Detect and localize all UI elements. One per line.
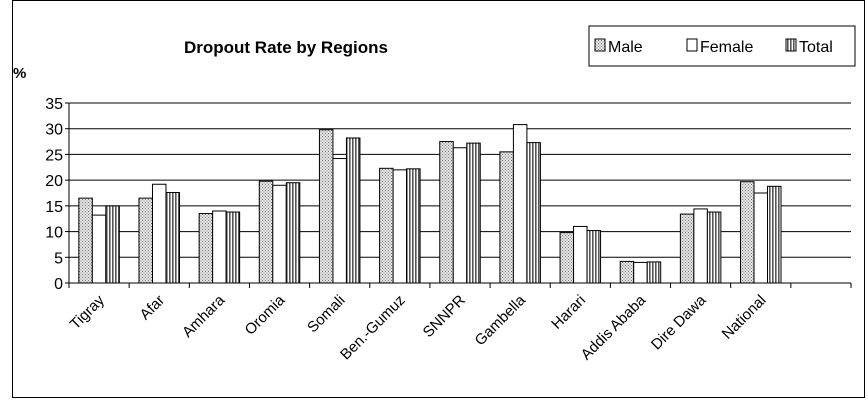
bar-male — [499, 151, 514, 284]
x-tick-label: Ben.-Gumuz — [337, 292, 409, 364]
bar-female — [272, 184, 287, 284]
x-tick-label: Addis Ababa — [578, 291, 650, 363]
bar-total — [526, 142, 541, 284]
y-tick-label: 25 — [45, 147, 63, 164]
x-tick-label: Harari — [548, 292, 589, 333]
legend-swatch-total — [785, 38, 797, 52]
x-tick-label: Amhara — [179, 291, 229, 341]
x-tick-label: Gambella — [472, 291, 530, 349]
legend-label-female: Female — [700, 39, 753, 56]
bar-male — [258, 180, 274, 284]
bar-female — [693, 208, 708, 284]
x-tick-label: Oromia — [242, 291, 289, 338]
bar-male — [439, 141, 454, 284]
bar-male — [559, 232, 575, 284]
bar-female — [753, 192, 769, 284]
x-tick-label: National — [719, 292, 770, 343]
bar-female — [452, 147, 468, 284]
bar-total — [646, 261, 662, 284]
legend: Male Female Total — [588, 25, 856, 67]
bar-chart: Dropout Rate by Regions % Male Female Tota… — [13, 25, 856, 364]
bar-total — [345, 137, 361, 284]
bar-total — [706, 211, 722, 284]
bar-male — [740, 181, 755, 284]
bar-female — [633, 261, 648, 284]
bar-female — [91, 214, 107, 284]
y-tick-label: 20 — [45, 173, 63, 190]
x-tick-label: Tigray — [67, 291, 108, 332]
bar-total — [285, 182, 301, 284]
y-tick-label: 5 — [54, 250, 63, 267]
bar-total — [406, 168, 421, 284]
bar-total — [586, 230, 602, 284]
bar-male — [619, 260, 635, 284]
x-tick-label: Afar — [137, 292, 168, 323]
x-tick-label: Somali — [304, 292, 348, 336]
bar-total — [767, 185, 782, 284]
bar-female — [392, 169, 408, 284]
bar-total — [225, 211, 241, 284]
bar-female — [573, 225, 588, 284]
bar-male — [379, 167, 394, 284]
bar-female — [212, 210, 227, 284]
legend-box — [588, 25, 856, 67]
bar-male — [679, 213, 695, 284]
bar-male — [138, 197, 153, 284]
bar-female — [151, 183, 167, 284]
x-tick-label: SNNPR — [420, 292, 469, 341]
legend-label-total: Total — [799, 39, 833, 56]
bar-female — [512, 124, 528, 284]
bar-male — [318, 129, 334, 284]
y-tick-label: 30 — [45, 122, 63, 139]
bar-total — [165, 191, 180, 284]
y-tick-label: 0 — [54, 276, 63, 293]
y-tick-label: 10 — [45, 225, 63, 242]
x-tick-label: Dire Dawa — [648, 291, 710, 353]
legend-label-male: Male — [608, 39, 643, 56]
bar-total — [466, 142, 481, 284]
y-axis-label: % — [13, 65, 26, 82]
chart-area: Dropout Rate by Regions % Male Female Tota… — [12, 0, 865, 398]
legend-swatch-male — [594, 38, 606, 52]
chart-title: Dropout Rate by Regions — [184, 38, 388, 57]
bar-male — [78, 197, 93, 284]
y-tick-label: 15 — [45, 199, 63, 216]
bar-female — [332, 158, 347, 284]
bar-male — [198, 213, 214, 284]
plot-area: 0 5 10 15 20 25 30 35 Tigray Afar Amhara Oromia Soma… — [45, 96, 852, 364]
y-tick-label: 35 — [45, 96, 63, 113]
bar-total — [105, 205, 120, 284]
legend-swatch-female — [686, 38, 698, 52]
